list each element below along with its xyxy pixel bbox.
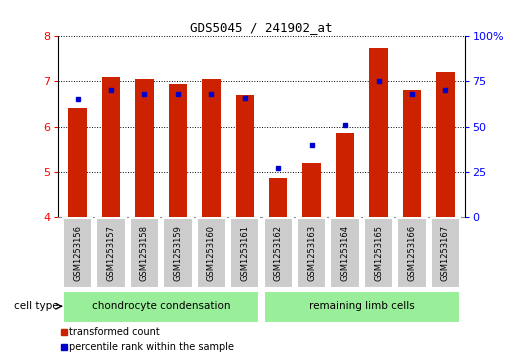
Text: chondrocyte condensation: chondrocyte condensation bbox=[92, 301, 231, 311]
Text: GSM1253162: GSM1253162 bbox=[274, 225, 283, 281]
Text: GSM1253167: GSM1253167 bbox=[441, 225, 450, 281]
FancyBboxPatch shape bbox=[264, 291, 460, 323]
FancyBboxPatch shape bbox=[163, 218, 192, 287]
FancyBboxPatch shape bbox=[130, 218, 159, 287]
Text: GSM1253166: GSM1253166 bbox=[407, 225, 416, 281]
Text: percentile rank within the sample: percentile rank within the sample bbox=[69, 342, 234, 352]
FancyBboxPatch shape bbox=[431, 218, 460, 287]
Bar bbox=[403, 90, 421, 217]
Text: GSM1253156: GSM1253156 bbox=[73, 225, 82, 281]
Bar bbox=[269, 179, 288, 217]
FancyBboxPatch shape bbox=[264, 218, 293, 287]
Text: remaining limb cells: remaining limb cells bbox=[309, 301, 415, 311]
Text: GSM1253159: GSM1253159 bbox=[174, 225, 183, 281]
FancyBboxPatch shape bbox=[96, 218, 126, 287]
Text: GSM1253163: GSM1253163 bbox=[307, 225, 316, 281]
Text: GSM1253165: GSM1253165 bbox=[374, 225, 383, 281]
FancyBboxPatch shape bbox=[331, 218, 360, 287]
Text: GSM1253160: GSM1253160 bbox=[207, 225, 216, 281]
Text: cell type: cell type bbox=[14, 301, 58, 311]
Text: GSM1253164: GSM1253164 bbox=[340, 225, 349, 281]
Text: GSM1253157: GSM1253157 bbox=[107, 225, 116, 281]
FancyBboxPatch shape bbox=[63, 218, 92, 287]
FancyBboxPatch shape bbox=[230, 218, 259, 287]
Bar bbox=[369, 48, 388, 217]
Bar bbox=[102, 77, 120, 217]
Bar bbox=[336, 133, 354, 217]
Bar bbox=[202, 79, 221, 217]
FancyBboxPatch shape bbox=[364, 218, 393, 287]
FancyBboxPatch shape bbox=[297, 218, 326, 287]
FancyBboxPatch shape bbox=[197, 218, 226, 287]
FancyBboxPatch shape bbox=[397, 218, 427, 287]
Bar bbox=[169, 83, 187, 217]
Text: GSM1253158: GSM1253158 bbox=[140, 225, 149, 281]
Bar bbox=[302, 163, 321, 217]
FancyBboxPatch shape bbox=[63, 291, 259, 323]
Text: GSM1253161: GSM1253161 bbox=[240, 225, 249, 281]
Bar bbox=[69, 109, 87, 217]
Bar bbox=[135, 79, 154, 217]
Text: transformed count: transformed count bbox=[69, 327, 160, 337]
Title: GDS5045 / 241902_at: GDS5045 / 241902_at bbox=[190, 21, 333, 34]
Bar bbox=[235, 95, 254, 217]
Bar bbox=[436, 72, 454, 217]
